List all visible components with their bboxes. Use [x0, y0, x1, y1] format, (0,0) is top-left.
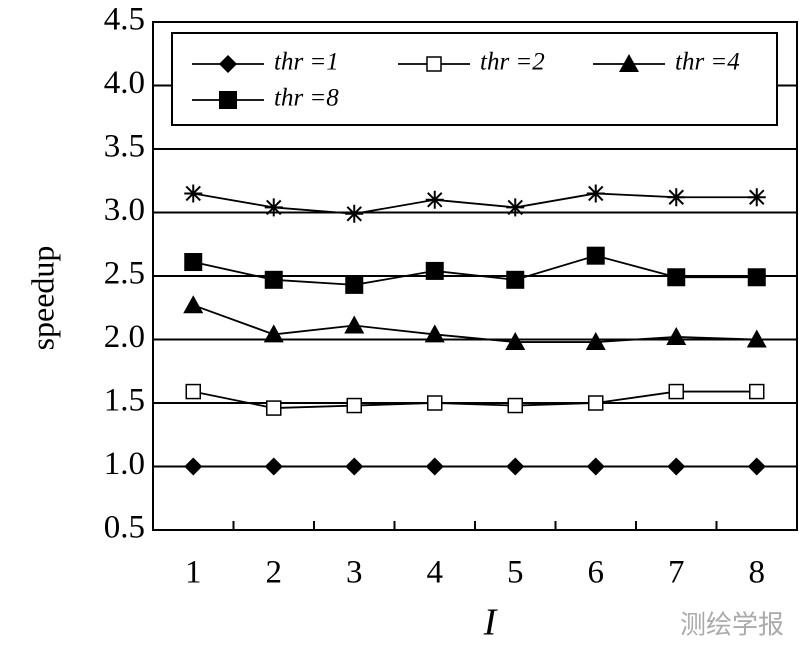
marker	[507, 397, 523, 414]
x-tick-label: 6	[588, 555, 605, 591]
marker	[666, 326, 687, 345]
y-tick-label: 0.5	[104, 510, 145, 546]
y-tick-label: 2.5	[104, 256, 145, 292]
marker	[425, 190, 444, 209]
marker	[506, 457, 525, 476]
marker	[264, 457, 283, 476]
series-line	[193, 192, 757, 215]
marker	[346, 397, 362, 414]
y-tick-label: 3.5	[104, 129, 145, 165]
marker	[506, 270, 525, 289]
marker	[747, 188, 766, 207]
marker	[344, 315, 365, 334]
marker	[263, 324, 284, 343]
marker	[266, 400, 282, 416]
legend-label: thr =2	[480, 49, 545, 76]
marker	[586, 246, 605, 265]
y-tick-label: 1.5	[104, 383, 145, 419]
x-tick-label: 1	[185, 555, 202, 591]
legend-label: thr =4	[675, 49, 740, 76]
x-tick-label: 3	[346, 555, 363, 591]
marker	[426, 56, 442, 72]
marker	[219, 91, 237, 109]
marker	[585, 332, 606, 351]
marker	[747, 457, 766, 476]
x-tick-label: 2	[266, 555, 283, 591]
marker	[264, 270, 283, 289]
marker	[588, 395, 604, 411]
marker	[425, 261, 444, 280]
marker	[586, 184, 605, 203]
marker	[425, 457, 444, 476]
series-line	[192, 304, 757, 343]
marker	[424, 324, 445, 343]
x-tick-label: 4	[427, 555, 444, 591]
marker	[345, 275, 364, 294]
marker	[345, 204, 364, 223]
y-tick-label: 2.0	[104, 319, 145, 355]
marker	[749, 383, 765, 400]
y-tick-label: 4.5	[104, 2, 145, 38]
x-tick-label: 8	[749, 555, 766, 591]
marker	[505, 332, 526, 351]
legend-box	[171, 32, 778, 126]
marker	[183, 295, 204, 314]
plot-frame	[152, 21, 798, 531]
legend-label: thr =8	[274, 85, 339, 112]
series-line	[193, 390, 757, 409]
marker	[185, 383, 201, 400]
legend-label: thr =1	[274, 49, 339, 76]
y-tick-label: 4.0	[104, 65, 145, 101]
x-tick-label: 7	[668, 555, 685, 591]
marker	[667, 188, 686, 207]
marker	[184, 253, 203, 272]
marker	[264, 198, 283, 217]
marker	[184, 457, 203, 476]
x-tick-label: 5	[507, 555, 524, 591]
marker	[427, 395, 443, 411]
marker	[667, 457, 686, 476]
marker	[746, 329, 767, 348]
marker	[586, 457, 605, 476]
x-axis-label: I	[483, 602, 499, 644]
marker	[667, 268, 686, 287]
marker	[184, 184, 203, 203]
watermark: 测绘学报	[680, 611, 784, 641]
marker	[219, 55, 237, 73]
marker	[619, 54, 639, 72]
marker	[345, 457, 364, 476]
y-axis-label: speedup	[24, 246, 60, 351]
series-line	[193, 254, 757, 286]
y-tick-label: 1.0	[104, 446, 145, 482]
marker	[668, 383, 684, 400]
y-tick-label: 3.0	[104, 192, 145, 228]
marker	[747, 268, 766, 287]
marker	[506, 198, 525, 217]
